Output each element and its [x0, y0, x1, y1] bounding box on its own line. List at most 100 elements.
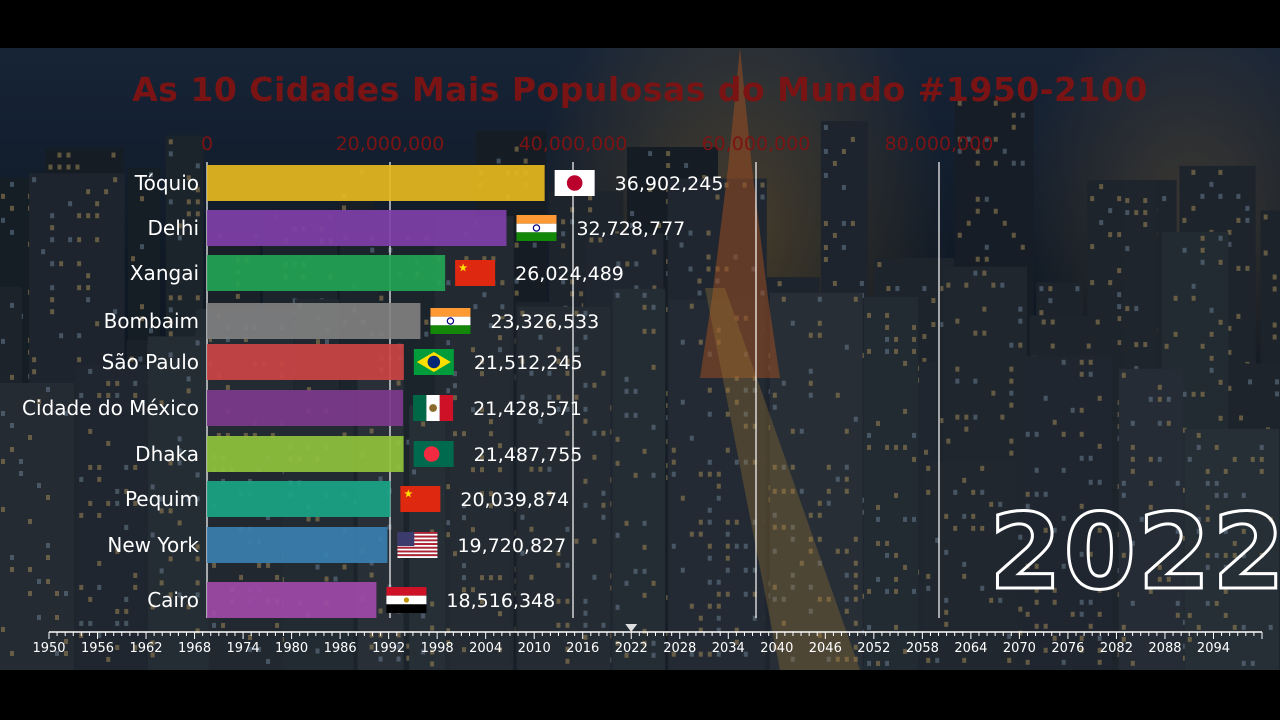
window-light: [1079, 647, 1084, 653]
window-light: [944, 597, 949, 603]
window-light: [634, 285, 639, 291]
window-light: [734, 459, 739, 465]
window-light: [1009, 402, 1014, 408]
window-light: [1052, 527, 1057, 533]
window-light: [1218, 235, 1223, 241]
window-light: [1134, 210, 1139, 216]
window-light: [106, 392, 111, 398]
window-light: [1020, 244, 1025, 250]
window-light: [369, 572, 374, 578]
window-light: [844, 656, 849, 662]
window-light: [565, 358, 570, 364]
window-light: [470, 527, 475, 533]
window-light: [412, 469, 417, 475]
window-light: [1191, 391, 1196, 397]
window-light: [790, 572, 795, 578]
window-light: [1214, 600, 1219, 606]
window-light: [1130, 540, 1135, 546]
window-light: [894, 444, 899, 450]
window-light: [844, 608, 849, 614]
timeline-year-label: 2094: [1197, 641, 1230, 656]
window-light: [1223, 612, 1228, 618]
window-light: [46, 554, 50, 560]
window-light: [133, 380, 138, 386]
building: [864, 296, 919, 670]
window-light: [1182, 391, 1187, 397]
window-light: [886, 286, 891, 292]
window-light: [168, 460, 173, 466]
window-light: [139, 304, 144, 310]
window-light: [826, 656, 831, 662]
window-light: [50, 297, 55, 303]
bar: [207, 344, 404, 380]
window-light: [1275, 391, 1280, 397]
window-light: [1025, 659, 1030, 665]
category-label: Bombaim: [104, 309, 199, 333]
window-light: [1196, 516, 1201, 522]
bar: [207, 390, 404, 426]
window-light: [177, 235, 182, 241]
window-light: [998, 597, 1003, 603]
x-axis-tick-labels: 0 20,000,000 40,000,000 60,000,000 80,000,00…: [201, 133, 993, 155]
window-light: [446, 640, 451, 646]
window-light: [497, 335, 502, 341]
window-light: [1241, 624, 1246, 630]
window-light: [1079, 635, 1084, 641]
window-light: [565, 646, 570, 652]
window-light: [844, 464, 849, 470]
window-light: [1209, 181, 1214, 187]
window-light: [651, 472, 656, 478]
window-light: [861, 497, 866, 503]
window-light: [835, 656, 840, 662]
window-light: [743, 567, 748, 573]
window-light: [1034, 623, 1039, 629]
window-light: [734, 399, 739, 405]
window-light: [28, 518, 32, 524]
window-light: [601, 430, 606, 436]
window-light: [912, 432, 917, 438]
window-light: [1025, 431, 1030, 437]
timeline-marker[interactable]: [625, 624, 638, 632]
window-light: [113, 177, 118, 183]
window-light: [1214, 492, 1219, 498]
window-light: [46, 578, 50, 584]
window-light: [95, 321, 100, 327]
window-light: [32, 357, 37, 363]
window-light: [97, 392, 102, 398]
window-light: [168, 295, 173, 301]
timeline-year-label: 2022: [615, 641, 648, 656]
window-light: [1125, 198, 1130, 204]
window-light: [195, 544, 200, 550]
window-light: [479, 575, 484, 581]
window-light: [452, 371, 457, 377]
window-light: [556, 562, 561, 568]
window-light: [926, 657, 931, 663]
window-light: [479, 371, 484, 377]
window-light: [369, 428, 374, 434]
window-light: [68, 201, 73, 207]
window-light: [324, 576, 329, 582]
window-light: [962, 657, 967, 663]
window-light: [1205, 516, 1210, 522]
window-light: [1011, 124, 1016, 130]
window-light: [781, 380, 786, 386]
window-light: [124, 488, 129, 494]
window-light: [55, 650, 59, 656]
window-light: [168, 352, 173, 358]
timeline-year-label: 1998: [421, 641, 454, 656]
window-light: [97, 476, 102, 482]
window-light: [488, 575, 493, 581]
window-light: [1182, 247, 1187, 253]
window-light: [903, 444, 908, 450]
window-light: [488, 503, 493, 509]
window-light: [716, 651, 721, 657]
bar: [207, 527, 388, 563]
window-light: [133, 392, 138, 398]
window-light: [1039, 286, 1044, 292]
window-light: [1205, 552, 1210, 558]
window-light: [1018, 630, 1023, 636]
window-light: [583, 502, 588, 508]
window-light: [1002, 220, 1007, 226]
window-light: [652, 285, 657, 291]
window-light: [707, 651, 712, 657]
